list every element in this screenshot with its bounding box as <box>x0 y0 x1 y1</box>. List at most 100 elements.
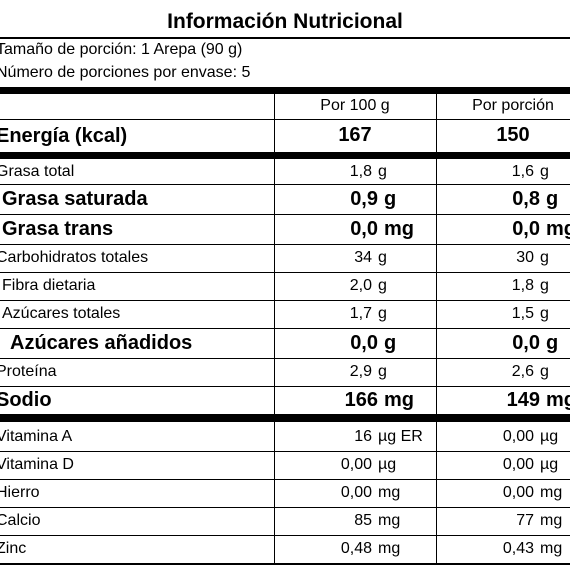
carbohidratos-per-100g-unit: g <box>378 249 387 266</box>
row-divider <box>0 563 570 564</box>
azucares_totales-per-100g-unit: g <box>378 305 387 322</box>
row-divider <box>0 507 570 508</box>
energy-per-serving: 150 <box>496 124 530 146</box>
column-header-per-serving: Por porción <box>472 97 554 114</box>
grasa_trans-per-100g-value: 0,0 <box>350 218 378 240</box>
proteina-per-serving-unit: g <box>540 363 549 380</box>
title-divider <box>0 37 570 39</box>
azucares_anadidos-per-serving-unit: g <box>546 332 559 354</box>
carbohidratos-per-serving-unit: g <box>540 249 549 266</box>
hierro-per-serving-value: 0,00 <box>502 484 534 501</box>
carbohidratos-per-serving-value: 30 <box>516 249 534 266</box>
serving-size: Tamaño de porción: 1 Arepa (90 g) <box>0 41 243 58</box>
zinc-per-100g-value: 0,48 <box>340 540 372 557</box>
proteina-per-100g-value: 2,9 <box>349 363 372 380</box>
calcio-per-100g-unit: mg <box>378 512 401 529</box>
fibra-label: Fibra dietaria <box>2 277 96 294</box>
proteina-per-serving-value: 2,6 <box>511 363 534 380</box>
hierro-per-100g-unit: mg <box>378 484 401 501</box>
fibra-per-100g-unit: g <box>378 277 387 294</box>
row-divider <box>0 479 570 480</box>
row-divider <box>0 214 570 215</box>
servings-per-container: Número de porciones por envase: 5 <box>0 64 251 81</box>
grasa_saturada-label: Grasa saturada <box>2 188 148 210</box>
row-divider <box>0 272 570 273</box>
bottom-border <box>0 563 570 565</box>
proteina-per-100g-unit: g <box>378 363 387 380</box>
azucares_anadidos-per-serving-value: 0,0 <box>512 332 540 354</box>
column-divider-2 <box>436 94 437 564</box>
vitamina_a-per-100g-unit: µg ER <box>378 428 423 445</box>
grasa_trans-label: Grasa trans <box>2 218 114 240</box>
grasa_trans-per-serving-value: 0,0 <box>512 218 540 240</box>
vitamina_a-per-100g-value: 16 <box>354 428 372 445</box>
energy-label: Energía (kcal) <box>0 125 128 147</box>
azucares_totales-label: Azúcares totales <box>2 305 121 322</box>
hierro-per-serving-unit: mg <box>540 484 563 501</box>
proteina-label: Proteína <box>0 363 57 380</box>
fibra-per-100g-value: 2,0 <box>349 277 372 294</box>
row-divider <box>0 300 570 301</box>
row-divider <box>0 414 570 415</box>
zinc-per-serving-unit: mg <box>540 540 563 557</box>
azucares_anadidos-per-100g-unit: g <box>384 332 397 354</box>
header-divider <box>0 119 570 120</box>
grasa_total-per-100g-value: 1,8 <box>349 163 372 180</box>
grasa_trans-per-serving-unit: mg <box>546 218 570 240</box>
column-header-per-100g: Por 100 g <box>320 97 390 114</box>
azucares_anadidos-per-100g-value: 0,0 <box>350 332 378 354</box>
row-divider <box>0 451 570 452</box>
sodio-label: Sodio <box>0 389 52 411</box>
vitamina_a-per-serving-value: 0,00 <box>502 428 534 445</box>
azucares_totales-per-serving-value: 1,5 <box>511 305 534 322</box>
grasa_saturada-per-serving-unit: g <box>546 188 559 210</box>
row-divider <box>0 328 570 329</box>
fibra-per-serving-unit: g <box>540 277 549 294</box>
hierro-label: Hierro <box>0 484 40 501</box>
zinc-label: Zinc <box>0 540 27 557</box>
grasa_trans-per-100g-unit: mg <box>384 218 414 240</box>
vitamina_a-per-serving-unit: µg <box>540 428 559 445</box>
row-divider <box>0 184 570 185</box>
calcio-per-serving-unit: mg <box>540 512 563 529</box>
sodio-per-serving-unit: mg <box>546 389 570 411</box>
fibra-per-serving-value: 1,8 <box>511 277 534 294</box>
grasa_total-per-100g-unit: g <box>378 163 387 180</box>
vitamina_d-per-100g-unit: µg <box>378 456 397 473</box>
zinc-per-serving-value: 0,43 <box>502 540 534 557</box>
grasa_total-per-serving-unit: g <box>540 163 549 180</box>
calcio-per-serving-value: 77 <box>516 512 534 529</box>
grasa_saturada-per-100g-unit: g <box>384 188 397 210</box>
grasa_saturada-per-100g-value: 0,9 <box>350 188 378 210</box>
vitamina_a-label: Vitamina A <box>0 428 73 445</box>
calcio-label: Calcio <box>0 512 41 529</box>
grasa_total-label: Grasa total <box>0 163 75 180</box>
azucares_totales-per-serving-unit: g <box>540 305 549 322</box>
azucares_totales-per-100g-value: 1,7 <box>349 305 372 322</box>
thick-divider-energy <box>0 152 570 159</box>
vitamina_d-label: Vitamina D <box>0 456 74 473</box>
thick-divider-vitamins <box>0 415 570 422</box>
sodio-per-100g-value: 166 <box>344 389 378 411</box>
thick-divider-top <box>0 87 570 94</box>
azucares_anadidos-label: Azúcares añadidos <box>10 332 193 354</box>
zinc-per-100g-unit: mg <box>378 540 401 557</box>
column-divider-1 <box>274 94 275 564</box>
grasa_saturada-per-serving-value: 0,8 <box>512 188 540 210</box>
vitamina_d-per-100g-value: 0,00 <box>340 456 372 473</box>
sodio-per-100g-unit: mg <box>384 389 414 411</box>
sodio-per-serving-value: 149 <box>506 389 540 411</box>
vitamina_d-per-serving-unit: µg <box>540 456 559 473</box>
label-title: Información Nutricional <box>167 10 403 33</box>
carbohidratos-per-100g-value: 34 <box>354 249 372 266</box>
energy-per-100g: 167 <box>338 124 372 146</box>
carbohidratos-label: Carbohidratos totales <box>0 249 149 266</box>
row-divider <box>0 386 570 387</box>
vitamina_d-per-serving-value: 0,00 <box>502 456 534 473</box>
calcio-per-100g-value: 85 <box>354 512 372 529</box>
row-divider <box>0 244 570 245</box>
hierro-per-100g-value: 0,00 <box>340 484 372 501</box>
grasa_total-per-serving-value: 1,6 <box>511 163 534 180</box>
row-divider <box>0 358 570 359</box>
